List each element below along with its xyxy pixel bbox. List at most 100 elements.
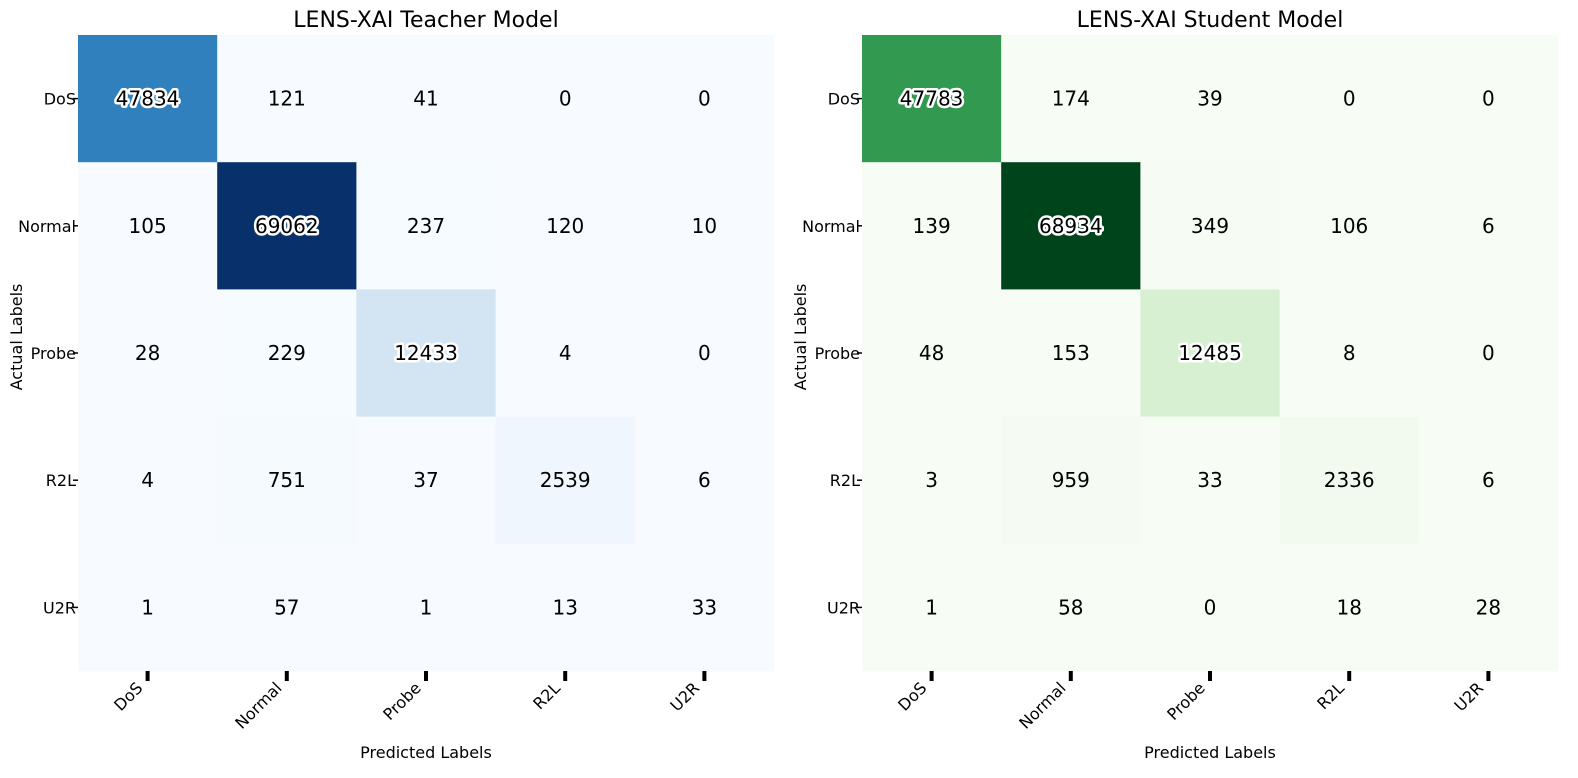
cell-value-label: 6	[698, 468, 711, 492]
heatmap-cell-normal-probe	[356, 162, 497, 290]
cell-value-label: 1	[925, 595, 938, 619]
x-tick-label: R2L	[1313, 678, 1348, 713]
x-axis-label: Predicted Labels	[1144, 743, 1276, 762]
heatmap-cell-r2l-dos	[78, 416, 218, 545]
heatmap-cell-dos-dos	[78, 35, 218, 163]
heatmap-cell-normal-u2r	[1418, 162, 1559, 290]
cell-value-label: 0	[1204, 595, 1217, 619]
x-axis-label: Predicted Labels	[360, 743, 492, 762]
cell-value-label: 121	[268, 87, 306, 111]
heatmap-cell-u2r-u2r	[634, 543, 775, 672]
cell-value-label: 47834	[116, 87, 180, 111]
heatmap-cell-normal-dos	[78, 162, 218, 290]
cell-value-label: 0	[1482, 341, 1495, 365]
heatmap-cell-u2r-dos	[78, 543, 218, 672]
heatmap-cell-probe-r2l	[1279, 289, 1420, 418]
heatmap-cell-u2r-r2l	[1279, 543, 1420, 672]
cell-value-label: 69062	[255, 214, 319, 238]
cell-value-label: 1	[141, 595, 154, 619]
heatmap-cell-r2l-r2l	[1279, 416, 1420, 545]
heatmap-cell-dos-normal	[217, 35, 357, 163]
cell-value-label: 4	[559, 341, 572, 365]
y-tick-label: Probe	[31, 344, 76, 363]
y-tick-label: U2R	[827, 598, 860, 617]
cell-value-label: 33	[692, 595, 717, 619]
cell-value-label: 12485	[1178, 341, 1242, 365]
x-tick-label: R2L	[529, 678, 564, 713]
heatmap-cell-dos-normal	[1001, 35, 1141, 163]
cell-value-label: 0	[1343, 87, 1356, 111]
heatmap-cell-probe-dos	[862, 289, 1002, 418]
cell-value-label: 174	[1052, 87, 1090, 111]
cell-value-label: 33	[1197, 468, 1222, 492]
cell-value-label: 229	[268, 341, 306, 365]
cell-value-label: 106	[1330, 214, 1368, 238]
y-axis-label: Actual Labels	[791, 284, 810, 391]
y-tick-label: R2L	[46, 471, 76, 490]
heatmap-cell-dos-u2r	[1418, 35, 1559, 163]
heatmap-cell-r2l-r2l	[495, 416, 636, 545]
heatmap-cell-u2r-normal	[1001, 543, 1141, 672]
cell-value-label: 18	[1336, 595, 1361, 619]
x-tick-label: U2R	[1450, 678, 1487, 715]
cell-value-label: 120	[546, 214, 584, 238]
y-tick-label: DoS	[828, 90, 860, 109]
heatmap-cell-probe-probe	[1140, 289, 1281, 418]
heatmap-cell-r2l-normal	[1001, 416, 1141, 545]
heatmap-cell-u2r-probe	[1140, 543, 1281, 672]
x-tick-label: DoS	[894, 678, 930, 714]
cell-value-label: 48	[919, 341, 944, 365]
x-tick-label: Normal	[1015, 678, 1069, 732]
heatmap-cell-probe-u2r	[634, 289, 775, 418]
y-tick-label: Normal	[802, 217, 860, 236]
heatmap-cell-r2l-u2r	[634, 416, 775, 545]
heatmap-cell-probe-u2r	[1418, 289, 1559, 418]
cell-value-label: 153	[1052, 341, 1090, 365]
cell-value-label: 3	[925, 468, 938, 492]
heatmap-cell-u2r-r2l	[495, 543, 636, 672]
heatmap-cell-dos-r2l	[495, 35, 636, 163]
cell-value-label: 37	[413, 468, 438, 492]
heatmap-cell-normal-probe	[1140, 162, 1281, 290]
heatmap-cell-probe-r2l	[495, 289, 636, 418]
x-tick-label: U2R	[666, 678, 703, 715]
y-tick-label: Probe	[815, 344, 860, 363]
x-tick-label: Normal	[231, 678, 285, 732]
heatmap-cell-probe-normal	[217, 289, 357, 418]
heatmap-cell-normal-normal	[217, 162, 357, 290]
heatmap-cell-u2r-probe	[356, 543, 497, 672]
heatmap-cell-r2l-u2r	[1418, 416, 1559, 545]
cell-value-label: 28	[135, 341, 160, 365]
heatmap-cell-dos-probe	[356, 35, 497, 163]
cell-value-label: 13	[552, 595, 577, 619]
y-tick-label: R2L	[830, 471, 860, 490]
cell-value-label: 39	[1197, 87, 1222, 111]
cell-value-label: 12433	[394, 341, 458, 365]
cell-value-label: 139	[913, 214, 951, 238]
cell-value-label: 2539	[540, 468, 591, 492]
heatmap-cell-probe-dos	[78, 289, 218, 418]
x-tick-label: DoS	[110, 678, 146, 714]
cell-value-label: 41	[413, 87, 438, 111]
chart-title: LENS-XAI Student Model	[1077, 8, 1344, 33]
cell-value-label: 959	[1052, 468, 1090, 492]
heatmap-cell-u2r-u2r	[1418, 543, 1559, 672]
y-tick-label: Normal	[18, 217, 76, 236]
x-tick-label: Probe	[1163, 678, 1209, 724]
heatmap-cell-normal-normal	[1001, 162, 1141, 290]
heatmap-cell-r2l-normal	[217, 416, 357, 545]
cell-value-label: 0	[559, 87, 572, 111]
heatmap-cell-probe-probe	[356, 289, 497, 418]
cell-value-label: 57	[274, 595, 299, 619]
chart-title: LENS-XAI Teacher Model	[293, 8, 558, 33]
cell-value-label: 105	[129, 214, 167, 238]
cell-value-label: 237	[407, 214, 445, 238]
cell-value-label: 1	[420, 595, 433, 619]
y-tick-label: DoS	[44, 90, 76, 109]
cell-value-label: 0	[1482, 87, 1495, 111]
cell-value-label: 349	[1191, 214, 1229, 238]
cell-value-label: 0	[698, 341, 711, 365]
